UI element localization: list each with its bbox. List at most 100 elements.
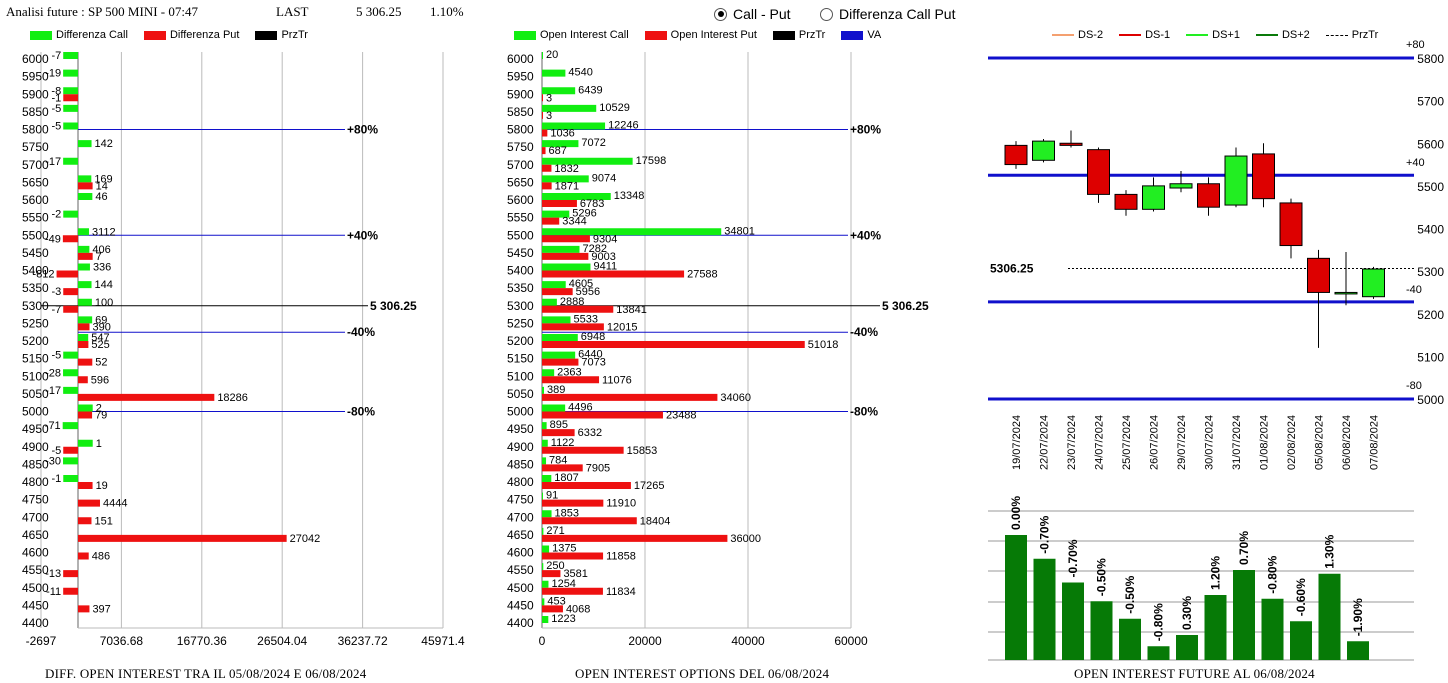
put-oi-bar [542, 217, 560, 225]
call-oi-label: 1122 [551, 437, 575, 449]
date-tick-label: 30/07/2024 [1204, 415, 1216, 470]
strike-label: 5650 [507, 175, 534, 189]
radio-call-put[interactable]: Call - Put [714, 6, 791, 22]
put-diff-bar-label: 18286 [217, 392, 248, 404]
legend-item-ds-plus2: DS+2 [1255, 29, 1310, 41]
future-oi-bar [1176, 635, 1198, 660]
call-oi-bar [542, 475, 552, 482]
put-diff-bar [63, 446, 78, 454]
put-diff-bar-label: -13 [45, 568, 61, 580]
call-diff-bar-label: 144 [95, 279, 113, 291]
put-oi-label: 3344 [562, 216, 586, 228]
put-oi-bar [542, 605, 563, 613]
strike-label: 5500 [507, 228, 534, 242]
call-oi-label: 34801 [724, 225, 755, 237]
put-diff-bar-label: 596 [91, 374, 109, 386]
put-diff-bar [78, 393, 215, 401]
put-diff-bar-label: -3 [51, 286, 61, 298]
call-diff-bar [78, 175, 92, 183]
future-oi-label: 0.70% [1237, 531, 1251, 565]
legend-label: DS-1 [1145, 29, 1171, 41]
call-oi-bar [542, 281, 566, 289]
strike-label: 4450 [22, 598, 49, 612]
legend-diff: Differenza Call Differenza Put PrzTr [30, 29, 308, 41]
legend-item-oi-call: Open Interest Call [514, 29, 629, 41]
future-oi-label: -0.50% [1095, 558, 1109, 596]
x-tick-label: 26504.04 [257, 634, 307, 648]
put-diff-bar-label: 151 [94, 515, 112, 527]
strike-label: 5600 [507, 193, 534, 207]
x-tick-label: 45971.4 [421, 634, 465, 648]
call-diff-bar [63, 369, 78, 377]
put-diff-bar-label: -1 [51, 92, 61, 104]
call-oi-label: 4496 [568, 402, 592, 414]
call-diff-bar-label: -5 [51, 103, 61, 115]
call-oi-bar [542, 298, 557, 306]
put-diff-bar-label: 79 [95, 410, 107, 422]
candle-down [1004, 144, 1028, 166]
put-oi-label: 4068 [566, 603, 590, 615]
future-oi-label: 0.00% [1009, 496, 1023, 530]
put-diff-bar [78, 252, 93, 260]
call-oi-label: 4540 [568, 67, 592, 79]
put-oi-bar [542, 270, 685, 278]
y-tick-label: 5700 [1417, 95, 1444, 109]
legend-swatch-put [644, 30, 667, 40]
strike-label: 4700 [507, 510, 534, 524]
date-tick-label: 25/07/2024 [1121, 415, 1133, 470]
call-oi-label: 6439 [578, 84, 602, 96]
call-oi-bar [542, 580, 549, 588]
put-diff-bar-label: -11 [46, 586, 61, 598]
y-tick-label: 5400 [1417, 223, 1444, 237]
call-oi-label: 91 [546, 490, 558, 502]
call-oi-label: 10529 [599, 102, 630, 114]
call-oi-bar [542, 210, 570, 218]
call-diff-bar [78, 404, 93, 412]
put-diff-bar-label: -49 [45, 233, 61, 245]
put-oi-bar [542, 235, 590, 243]
legend-item-diff-call: Differenza Call [30, 29, 128, 41]
call-diff-bar [63, 457, 78, 465]
strike-label: 5300 [507, 299, 534, 313]
call-oi-bar [542, 69, 566, 77]
call-oi-bar [542, 263, 591, 271]
call-oi-label: 2888 [560, 296, 584, 308]
strike-label: 4600 [507, 546, 534, 560]
candle-down [1279, 202, 1303, 247]
va-line-label: +80% [850, 123, 881, 137]
call-diff-bar [78, 316, 93, 324]
call-oi-bar [542, 140, 579, 148]
put-oi-label: 23488 [666, 410, 697, 422]
call-oi-bar [542, 122, 606, 130]
call-diff-bar-label: -71 [45, 420, 61, 432]
strike-label: 5950 [22, 70, 49, 84]
call-oi-bar [542, 439, 548, 447]
strike-label: 4450 [507, 598, 534, 612]
legend-label: VA [867, 29, 882, 41]
radio-diff-call-put[interactable]: Differenza Call Put [820, 6, 955, 22]
put-diff-bar-label: 486 [92, 551, 110, 563]
strike-label: 5350 [507, 281, 534, 295]
call-diff-bar-label: 142 [95, 138, 113, 150]
call-diff-bar [63, 475, 78, 482]
change-percent: 1.10% [430, 4, 464, 19]
x-tick-label: 40000 [731, 634, 765, 648]
call-diff-bar [63, 210, 78, 218]
price-line-label: 5 306.25 [370, 299, 417, 313]
call-diff-bar [78, 439, 93, 447]
future-oi-bar [1005, 535, 1027, 660]
price-label: 5306.25 [990, 261, 1034, 275]
call-diff-bar [78, 334, 89, 341]
va-line-label: -40% [850, 325, 878, 339]
legend-item-oi-put: Open Interest Put [644, 29, 757, 41]
future-oi-label: -1.90% [1351, 598, 1365, 636]
candle-down [1059, 142, 1083, 146]
y-tick-label: 5500 [1417, 180, 1444, 194]
strike-label: 4750 [22, 493, 49, 507]
date-tick-label: 05/08/2024 [1314, 415, 1326, 470]
legend-label: Open Interest Put [670, 29, 757, 41]
call-oi-label: 1375 [552, 543, 576, 555]
call-diff-bar [63, 52, 78, 59]
strike-label: 5750 [22, 140, 49, 154]
date-tick-label: 22/07/2024 [1039, 415, 1051, 470]
